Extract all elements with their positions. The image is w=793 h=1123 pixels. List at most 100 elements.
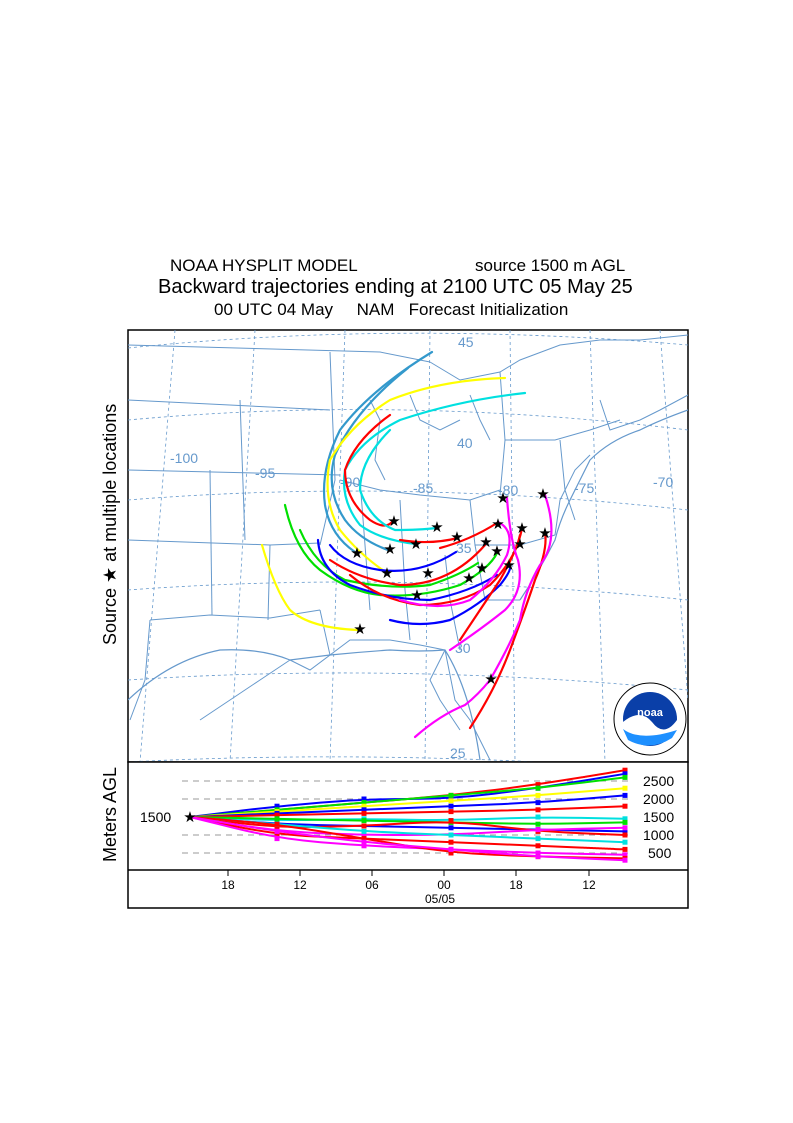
- height-point-magenta: [535, 850, 541, 856]
- title-meteo: 00 UTC 04 May NAM Forecast Initializatio…: [214, 300, 569, 319]
- height-point-magenta: [535, 854, 541, 860]
- lon-label-100: -100: [170, 450, 198, 466]
- source-star: ★: [513, 535, 526, 553]
- source-star: ★: [479, 533, 492, 551]
- height-point-yellow: [361, 803, 367, 809]
- height-point-red: [622, 846, 628, 852]
- trajectory-blue-1: [316, 538, 499, 602]
- source-star: ★: [383, 540, 396, 558]
- height-point-magenta: [361, 843, 367, 849]
- source-star: ★: [387, 512, 400, 530]
- source-star: ★: [421, 564, 434, 582]
- source-star: ★: [491, 515, 504, 533]
- atlantic-coast: [519, 409, 688, 601]
- height-point-red: [274, 821, 280, 827]
- x-tick-label: 12: [293, 878, 307, 892]
- height-point-red: [274, 825, 280, 831]
- height-point-magenta: [448, 846, 454, 852]
- source-star: ★: [496, 489, 509, 507]
- height-point-blue: [361, 807, 367, 813]
- height-point-green: [361, 818, 367, 824]
- height-point-red: [535, 843, 541, 849]
- height-point-magenta: [361, 832, 367, 838]
- height-point-magenta: [274, 828, 280, 834]
- height-point-magenta: [535, 827, 541, 833]
- height-line-magenta: [189, 816, 626, 856]
- height-ylabel: Meters AGL: [100, 766, 120, 862]
- height-point-magenta: [622, 852, 628, 858]
- height-point-magenta: [622, 825, 628, 831]
- lat-label-35: 35: [456, 540, 472, 556]
- height-line-red: [189, 805, 626, 818]
- height-point-cyan: [361, 828, 367, 834]
- height-point-blue: [622, 771, 628, 777]
- source-star: ★: [409, 535, 422, 553]
- height-source-star: ★: [183, 808, 196, 826]
- trajectory-magenta-2: [448, 496, 521, 652]
- title-main: Backward trajectories ending at 2100 UTC…: [158, 276, 633, 298]
- lon-label-80: -80: [498, 482, 518, 498]
- height-tick-1000: 1000: [643, 827, 674, 843]
- height-point-blue: [622, 792, 628, 798]
- noaa-logo-text: noaa: [637, 707, 664, 719]
- trajectory-red-6: [398, 536, 460, 544]
- lat-label-45: 45: [458, 334, 474, 350]
- trajectory-magenta-4: [413, 678, 492, 739]
- x-tick-label: 00: [437, 878, 451, 892]
- height-point-red: [448, 818, 454, 824]
- lon-label-70: -70: [653, 474, 673, 490]
- height-point-blue: [622, 828, 628, 834]
- height-point-yellow: [622, 785, 628, 791]
- trajectory-cyan-north: [342, 391, 527, 546]
- height-point-green: [274, 816, 280, 822]
- height-point-red: [361, 823, 367, 829]
- title-model: NOAA HYSPLIT MODEL: [170, 256, 358, 275]
- height-tick-2000: 2000: [643, 791, 674, 807]
- source-star: ★: [410, 586, 423, 604]
- source-star: ★: [502, 556, 515, 574]
- gulf-coast: [128, 649, 481, 761]
- height-point-cyan: [535, 814, 541, 820]
- height-point-blue: [448, 825, 454, 831]
- map-trajectories: [260, 350, 553, 739]
- height-point-green: [535, 785, 541, 791]
- height-point-yellow: [535, 792, 541, 798]
- height-point-cyan: [448, 832, 454, 838]
- height-point-blue: [361, 796, 367, 802]
- height-line-green: [189, 816, 626, 825]
- height-point-red: [274, 812, 280, 818]
- source-star: ★: [380, 564, 393, 582]
- height-point-red: [361, 810, 367, 816]
- lon-label-85: -85: [413, 480, 433, 496]
- height-line-red: [189, 816, 626, 836]
- height-x-axis: 18 12 06 00 18 12: [221, 870, 596, 892]
- height-point-magenta: [622, 857, 628, 863]
- trajectory-blue-2: [328, 543, 458, 572]
- trajectory-blue-3: [388, 563, 512, 626]
- source-star: ★: [515, 519, 528, 537]
- source-star: ★: [430, 518, 443, 536]
- height-point-magenta: [361, 839, 367, 845]
- lat-label-40: 40: [457, 435, 473, 451]
- height-point-green: [622, 819, 628, 825]
- source-star: ★: [538, 524, 551, 542]
- height-tick-1500: 1500: [643, 809, 674, 825]
- source-star: ★: [536, 485, 549, 503]
- height-point-green: [448, 792, 454, 798]
- trajectory-magenta-3: [488, 493, 553, 682]
- height-date-label: 05/05: [425, 892, 455, 906]
- height-point-cyan: [622, 839, 628, 845]
- trajectory-red-north: [343, 413, 394, 527]
- height-point-green: [361, 800, 367, 806]
- x-tick-label: 18: [221, 878, 235, 892]
- height-point-red: [274, 832, 280, 838]
- height-point-green: [622, 774, 628, 780]
- lon-label-75: -75: [574, 480, 594, 496]
- height-tick-2500: 2500: [643, 773, 674, 789]
- height-tick-500: 500: [648, 845, 672, 861]
- trajectory-cyan-2: [358, 428, 438, 532]
- source-star: ★: [484, 670, 497, 688]
- x-tick-label: 18: [509, 878, 523, 892]
- trajectory-steelblue-2: [330, 366, 410, 552]
